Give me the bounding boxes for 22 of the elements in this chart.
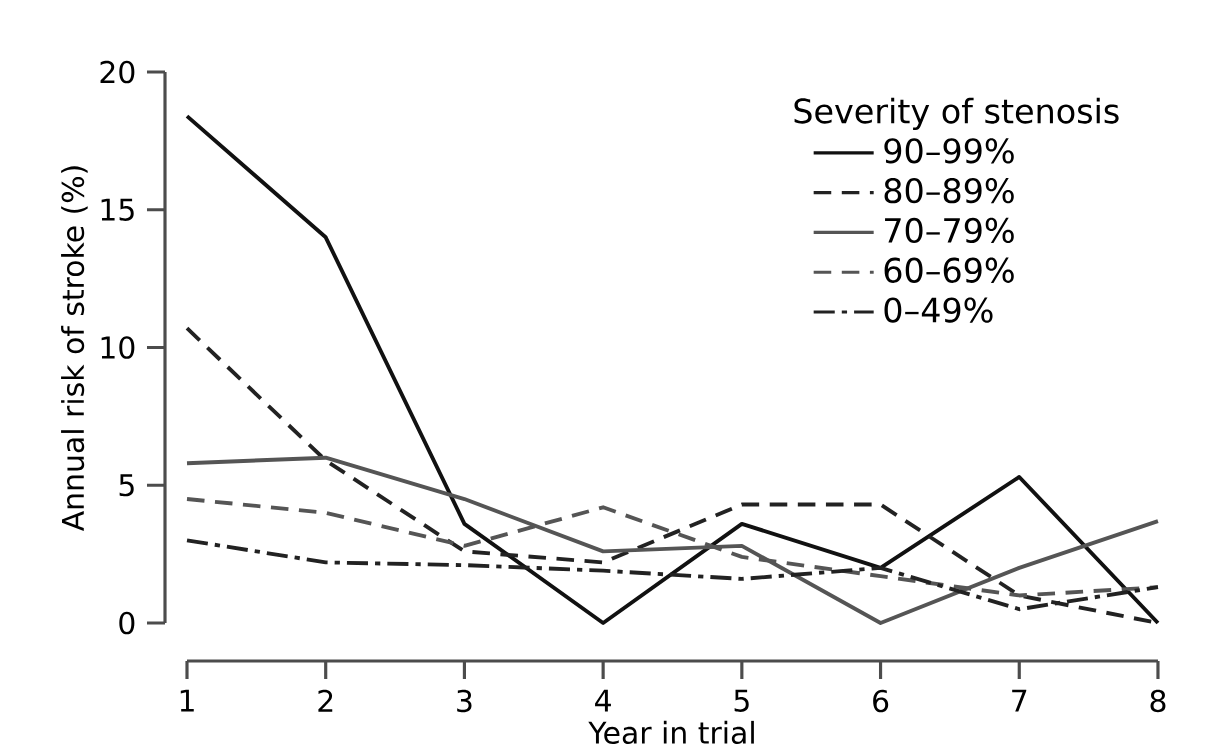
x-tick-label: 3 [457,689,472,713]
y-tick-label: 20 [100,60,135,84]
x-axis-title: Year in trial [588,720,754,745]
legend-title: Severity of stenosis [794,97,1119,131]
x-tick-label: 8 [1150,689,1166,713]
legend-label: 90–99% [884,138,1014,164]
x-tick-label: 4 [595,689,611,712]
legend-label: 80–89% [884,177,1014,204]
y-tick-label: 5 [119,474,134,497]
y-tick-label: 0 [119,611,135,635]
y-tick-label: 15 [101,198,134,221]
x-tick-label: 1 [180,689,194,712]
x-tick-label: 2 [318,689,333,712]
line-series [185,455,1160,625]
y-tick-label: 10 [101,336,135,359]
x-tick-label: 7 [1012,689,1027,712]
x-tick-label: 5 [734,689,749,712]
legend-label: 70–79% [885,217,1014,244]
y-axis-title: Annual risk of stroke (%) [61,166,88,532]
x-tick-label: 6 [873,689,889,713]
legend-label: 60–69% [884,257,1014,283]
legend-label: 0–49% [884,297,993,323]
